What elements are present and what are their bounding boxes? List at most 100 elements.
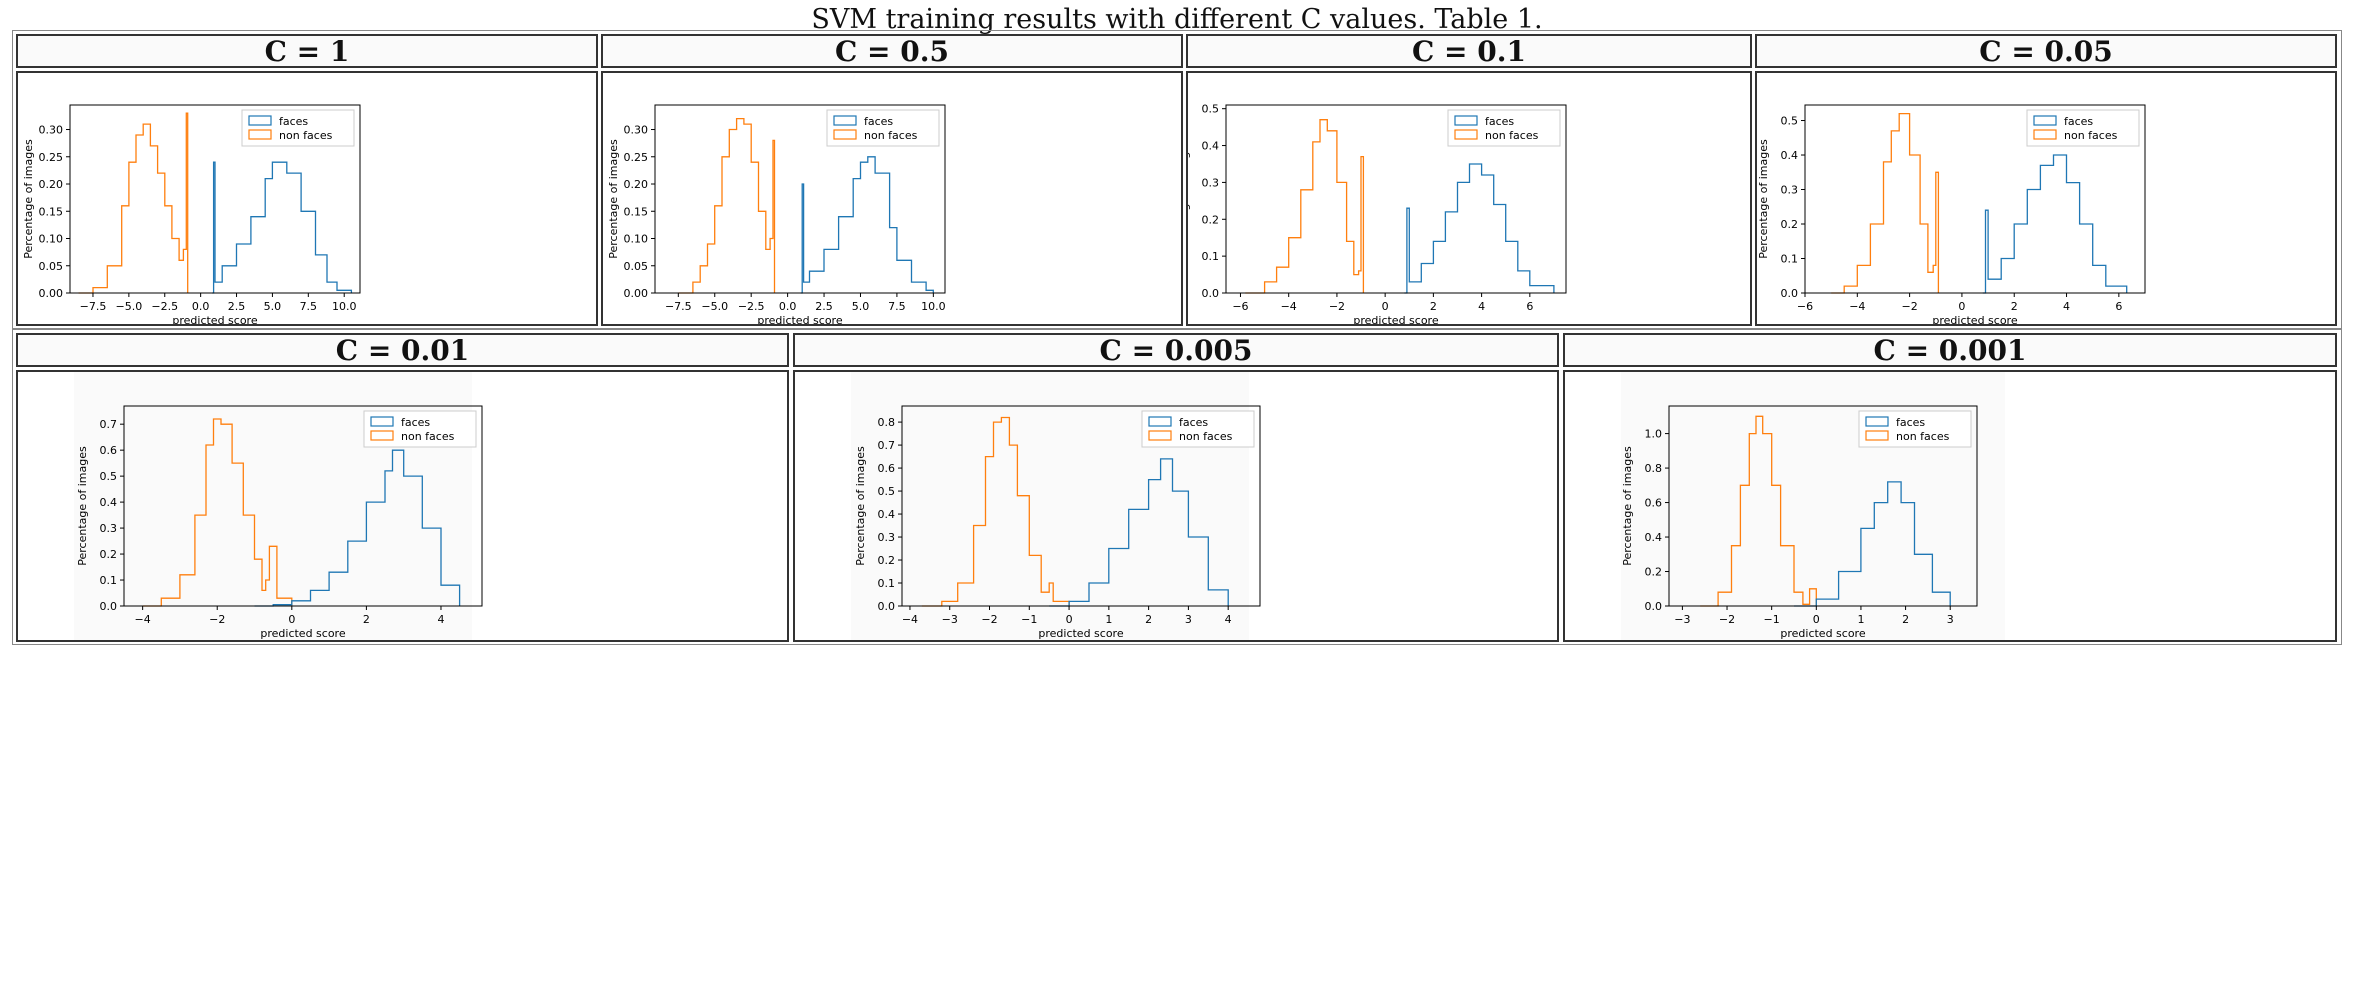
x-tick-label: 5.0 [852, 300, 870, 313]
x-tick-label: 2 [363, 613, 370, 626]
y-tick-label: 0.6 [1645, 497, 1663, 510]
histogram-chart: 0.0 0.1 0.2 0.3 0.4 0.5 −6 −4 −2 0 2 4 6 predicted sc… [1178, 103, 1567, 327]
legend-swatch-non-faces [2033, 129, 2057, 140]
histogram-series-faces [800, 156, 934, 294]
x-tick-label: 0 [288, 613, 295, 626]
legend-swatch-non-faces [1454, 129, 1478, 140]
y-tick-label: 0.5 [100, 470, 118, 483]
x-tick-label: −6 [1797, 300, 1813, 313]
results-table-row-2 [12, 329, 2342, 645]
y-axis-label: Percentage of images [1757, 139, 1770, 259]
legend-label: non faces [1896, 430, 1950, 443]
legend-swatch-non-faces [833, 129, 857, 140]
histogram-series-non-faces [1245, 119, 1365, 294]
header-c-0-01: C = 0.01 [16, 333, 789, 367]
y-tick-label: 0.5 [1202, 103, 1220, 116]
y-tick-label: 0.30 [624, 124, 649, 137]
histogram-series-non-faces [921, 416, 1070, 607]
x-tick-label: 1 [1857, 613, 1864, 626]
legend-swatch-faces [370, 416, 394, 427]
legend-label: faces [401, 416, 430, 429]
legend-swatch-faces [248, 115, 272, 126]
header-c-0-05: C = 0.05 [1755, 34, 2337, 68]
legend-box [241, 109, 355, 147]
x-tick-label: 3 [1947, 613, 1954, 626]
legend-swatch-non-faces [248, 129, 272, 140]
legend-swatch-faces [1148, 416, 1172, 427]
x-tick-label: 0 [1813, 613, 1820, 626]
x-tick-label: 10.0 [332, 300, 357, 313]
y-axis-label: Percentage of images [854, 446, 867, 566]
x-tick-label: 2 [1430, 300, 1437, 313]
x-tick-label: 10.0 [921, 300, 946, 313]
chart-cell-c-0-005: 0.0 0.1 0.2 0.3 0.4 0.5 0.6 0.7 0.8 −4 −3 −2 −1 0 1 2 3 4… [793, 370, 1559, 642]
histogram-series-non-faces [1700, 415, 1817, 607]
x-tick-label: 4 [437, 613, 444, 626]
y-tick-label: 0.8 [878, 416, 896, 429]
histogram-series-faces [212, 161, 353, 294]
header-c-0-5: C = 0.5 [601, 34, 1183, 68]
x-tick-label: 0.0 [779, 300, 797, 313]
legend-swatch-non-faces [1148, 430, 1172, 441]
plot-frame [901, 405, 1261, 607]
y-tick-label: 0.05 [39, 260, 64, 273]
y-tick-label: 0.4 [100, 496, 118, 509]
x-tick-label: −2 [1902, 300, 1918, 313]
x-tick-label: −3 [1674, 613, 1690, 626]
y-tick-label: 0.3 [100, 522, 118, 535]
y-tick-label: 0.2 [100, 548, 118, 561]
histogram-chart: 0.00 0.05 0.10 0.15 0.20 0.25 0.30 −7.5 −5.0 −2.5… [22, 104, 361, 327]
chart-cell-c-0-001: 0.0 0.2 0.4 0.6 0.8 1.0 −3 −2 −1 0 1 2 3 predicted sc… [1563, 370, 2337, 642]
x-axis-label: predicted score [1038, 627, 1123, 640]
x-tick-label: 4 [2063, 300, 2070, 313]
y-tick-label: 0.4 [1645, 531, 1663, 544]
x-axis-label: predicted score [172, 314, 257, 324]
y-tick-label: 0.3 [1781, 184, 1799, 197]
x-tick-label: 7.5 [888, 300, 906, 313]
y-tick-label: 0.10 [624, 233, 649, 246]
legend-label: faces [279, 115, 308, 128]
y-tick-label: 0.7 [878, 439, 896, 452]
y-tick-label: 0.6 [100, 444, 118, 457]
header-c-0-005: C = 0.005 [793, 333, 1559, 367]
x-tick-label: −2 [981, 613, 997, 626]
legend-swatch-non-faces [1865, 430, 1889, 441]
legend-swatch-faces [833, 115, 857, 126]
x-tick-label: −7.5 [80, 300, 107, 313]
x-tick-label: 3 [1185, 613, 1192, 626]
x-tick-label: 2 [1902, 613, 1909, 626]
x-tick-label: 2.5 [228, 300, 246, 313]
histogram-chart: 0.0 0.1 0.2 0.3 0.4 0.5 0.6 0.7 −4 −2 0 2 4 predicted… [74, 372, 483, 640]
y-tick-label: 0.0 [1202, 287, 1220, 300]
x-tick-label: 0 [1382, 300, 1389, 313]
x-tick-label: −4 [1849, 300, 1865, 313]
y-tick-label: 0.3 [878, 531, 896, 544]
plot-frame [123, 405, 483, 607]
y-tick-label: 0.25 [624, 151, 649, 164]
header-c-0-1: C = 0.1 [1186, 34, 1752, 68]
histogram-chart: 0.0 0.2 0.4 0.6 0.8 1.0 −3 −2 −1 0 1 2 3 predicted sc… [1621, 372, 2005, 640]
legend-label: faces [1896, 416, 1925, 429]
x-tick-label: −7.5 [665, 300, 692, 313]
y-axis-label: Percentage of images [1188, 139, 1191, 259]
legend-label: faces [864, 115, 893, 128]
header-c-1: C = 1 [16, 34, 598, 68]
chart-cell-c-0-5: 0.00 0.05 0.10 0.15 0.20 0.25 0.30 −7.5 −5.0 −2.5… [601, 71, 1183, 327]
legend-swatch-faces [1865, 416, 1889, 427]
x-tick-label: −1 [1021, 613, 1037, 626]
x-tick-label: −5.0 [701, 300, 728, 313]
x-tick-label: −3 [942, 613, 958, 626]
x-tick-label: 2 [1145, 613, 1152, 626]
plot-frame [1804, 104, 2146, 294]
y-tick-label: 0.7 [100, 418, 118, 431]
plot-frame [654, 104, 946, 294]
plot-frame [1225, 104, 1567, 294]
legend-label: non faces [1179, 430, 1233, 443]
x-tick-label: 0 [1066, 613, 1073, 626]
x-tick-label: −2.5 [151, 300, 178, 313]
x-axis-label: predicted score [1932, 314, 2017, 324]
y-tick-label: 0.4 [878, 508, 896, 521]
y-tick-label: 0.00 [39, 287, 64, 300]
legend-swatch-non-faces [370, 430, 394, 441]
plot-frame [1668, 405, 1978, 607]
